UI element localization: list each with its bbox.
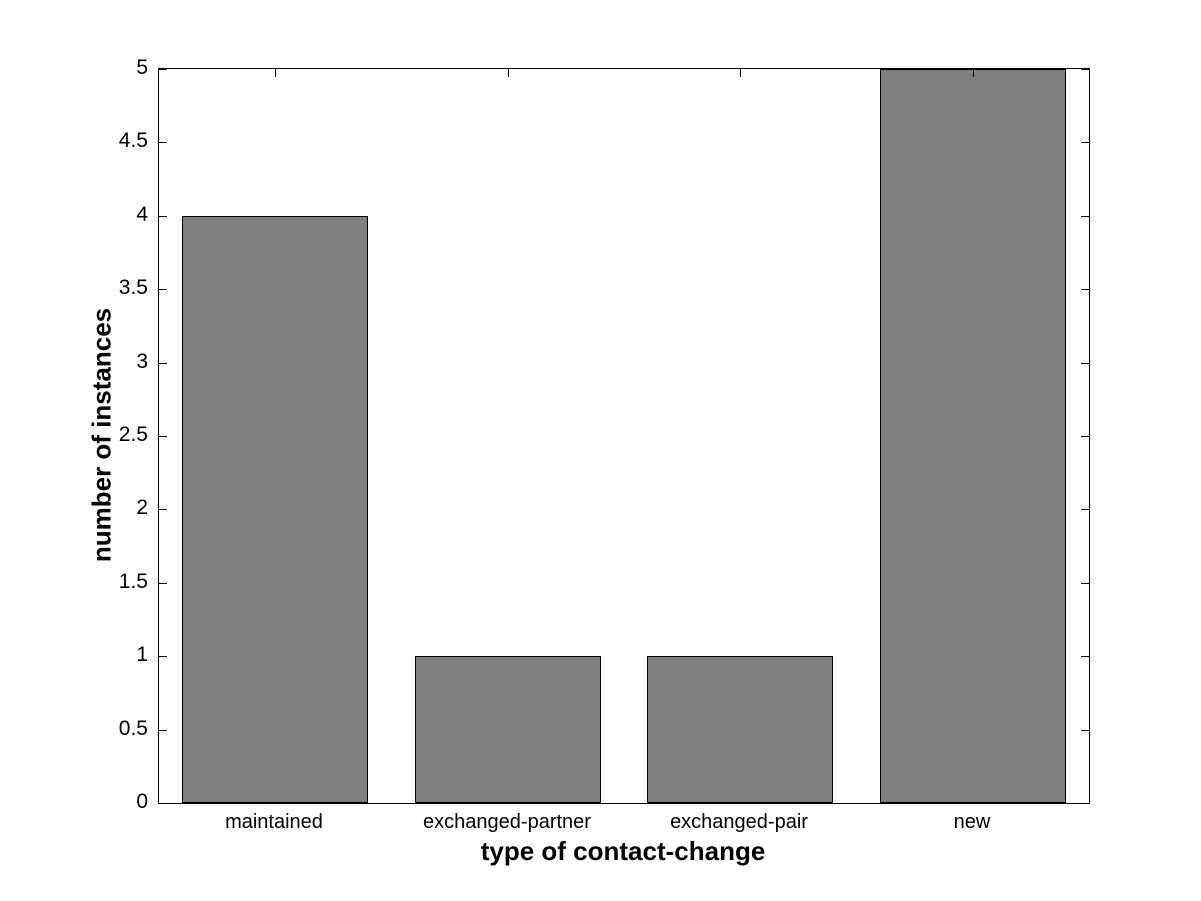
- x-tick-label-new: new: [953, 811, 991, 833]
- y-tick-label: 2.5: [118, 423, 148, 446]
- y-tick-right: [1081, 509, 1089, 510]
- y-tick-left: [159, 656, 167, 657]
- x-tick-label-maintained: maintained: [225, 811, 323, 833]
- x-tick-label-exchanged-pair: exchanged-pair: [670, 811, 808, 833]
- y-tick-right: [1081, 583, 1089, 584]
- y-tick-left: [159, 69, 167, 70]
- y-tick-left: [159, 363, 167, 364]
- y-tick-label: 2: [136, 496, 148, 519]
- y-tick-right: [1081, 289, 1089, 290]
- y-tick-left: [159, 289, 167, 290]
- y-tick-label: 4: [136, 203, 148, 226]
- y-tick-label: 0.5: [118, 717, 148, 740]
- x-tick-top: [508, 69, 509, 77]
- y-tick-right: [1081, 69, 1089, 70]
- y-tick-label: 5: [136, 56, 148, 79]
- x-tick-top: [740, 69, 741, 77]
- plot-area: [158, 68, 1090, 804]
- bar-exchanged-pair: [647, 656, 833, 803]
- x-tick-top: [275, 69, 276, 77]
- y-tick-left: [159, 730, 167, 731]
- y-tick-left: [159, 803, 167, 804]
- y-tick-label: 0: [136, 790, 148, 813]
- y-tick-right: [1081, 730, 1089, 731]
- bar-new: [880, 69, 1066, 803]
- y-tick-left: [159, 142, 167, 143]
- y-tick-right: [1081, 142, 1089, 143]
- bar-exchanged-partner: [415, 656, 601, 803]
- y-tick-right: [1081, 363, 1089, 364]
- y-tick-right: [1081, 656, 1089, 657]
- y-tick-label: 3.5: [118, 276, 148, 299]
- y-tick-label: 1.5: [118, 570, 148, 593]
- y-tick-right: [1081, 436, 1089, 437]
- x-axis-label: type of contact-change: [480, 836, 766, 866]
- bar-maintained: [182, 216, 368, 803]
- x-tick-label-exchanged-partner: exchanged-partner: [423, 811, 591, 833]
- y-tick-left: [159, 509, 167, 510]
- y-tick-left: [159, 583, 167, 584]
- y-tick-right: [1081, 803, 1089, 804]
- y-tick-right: [1081, 216, 1089, 217]
- y-tick-label: 3: [136, 350, 148, 373]
- y-tick-label: 4.5: [118, 129, 148, 152]
- y-tick-left: [159, 216, 167, 217]
- y-tick-left: [159, 436, 167, 437]
- y-tick-label: 1: [136, 643, 148, 666]
- x-tick-top: [973, 69, 974, 77]
